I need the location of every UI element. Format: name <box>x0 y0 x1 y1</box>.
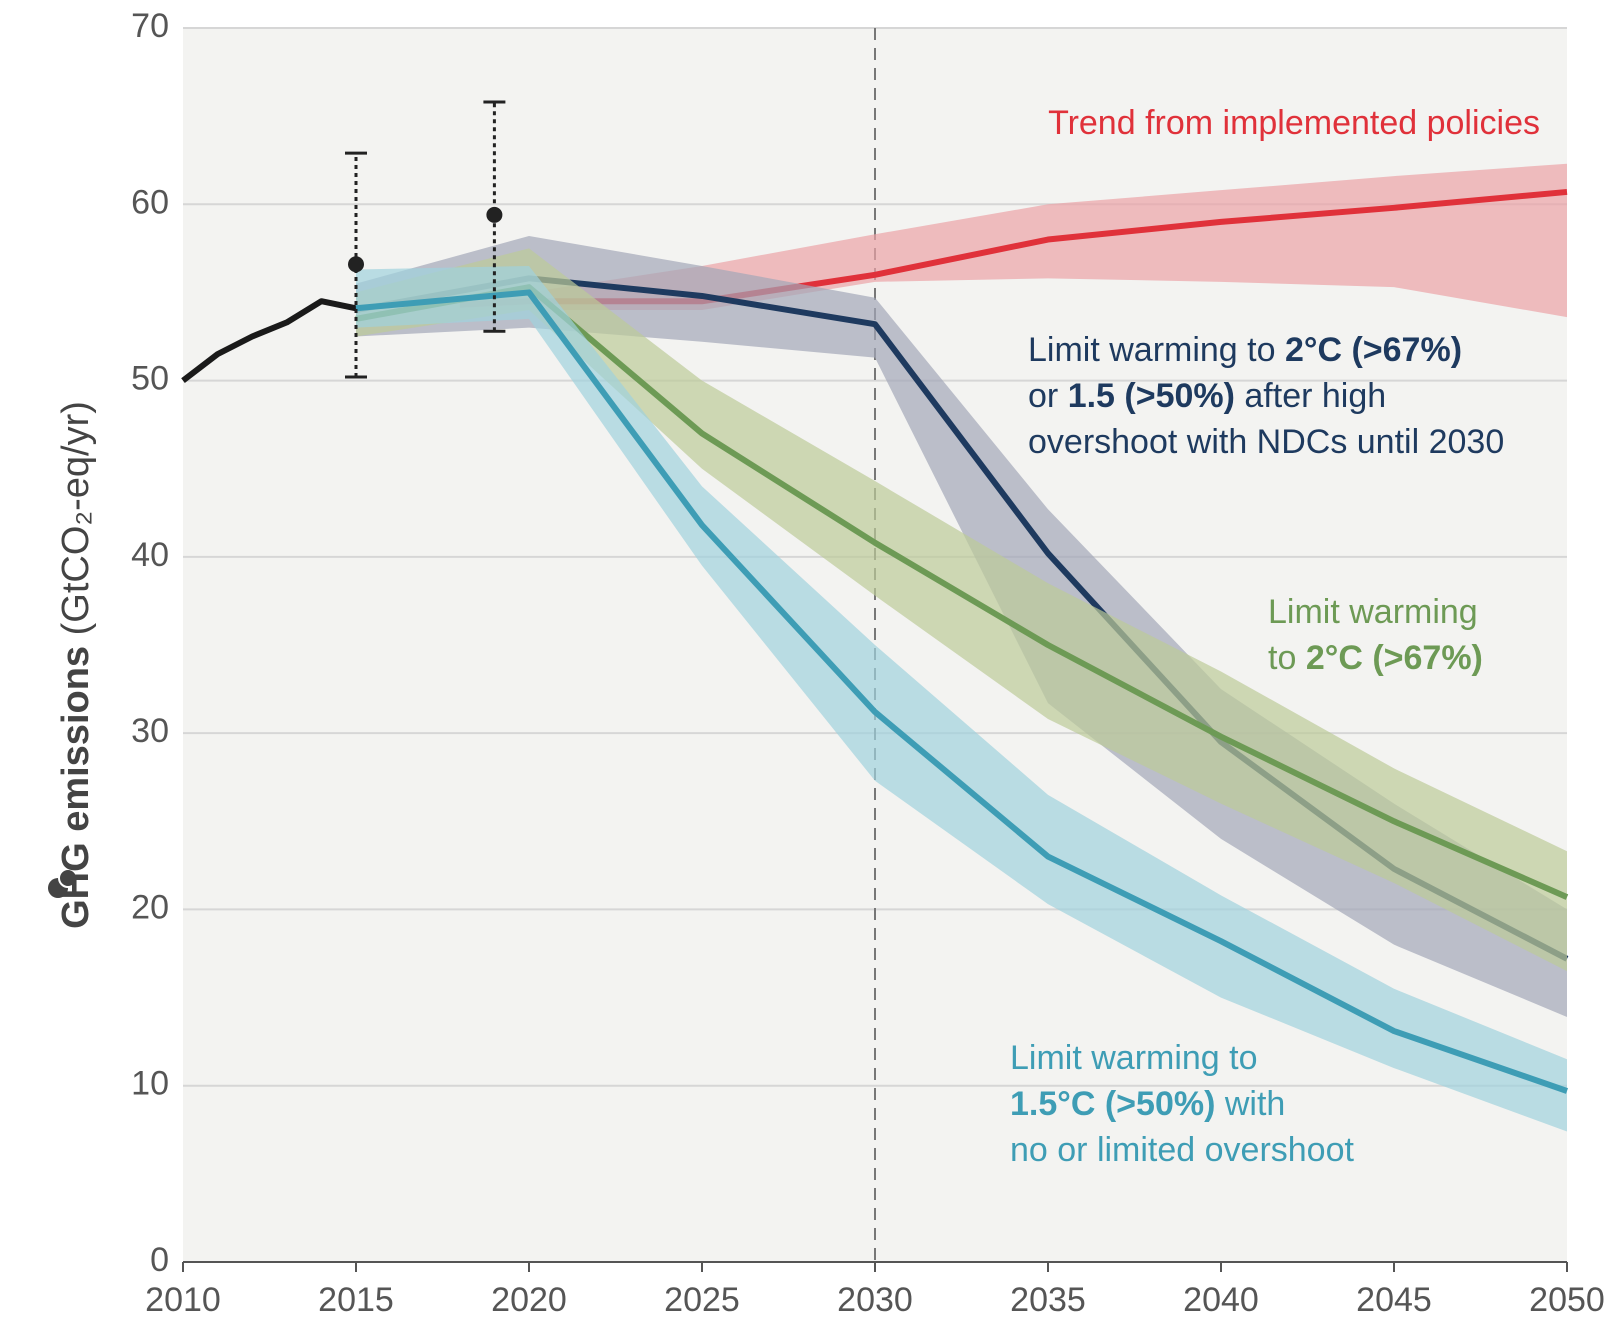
x-tick-label: 2040 <box>1183 1281 1259 1319</box>
series-line <box>181 298 357 383</box>
annotation-part: 2°C (>67%) <box>1285 331 1462 369</box>
y-axis-icon <box>48 868 78 898</box>
y-label-part: GHG emissions <box>55 646 97 929</box>
annotation: or 1.5 (>50%) after high <box>1028 377 1386 415</box>
y-tick-label: 50 <box>131 360 169 398</box>
observation-point <box>486 206 503 223</box>
y-tick-label: 30 <box>131 712 169 750</box>
annotation: overshoot with NDCs until 2030 <box>1028 423 1504 461</box>
y-tick-label: 40 <box>131 536 169 574</box>
observation-point <box>348 256 364 273</box>
x-tick-label: 2030 <box>837 1281 913 1319</box>
annotation-part: 2°C (>67%) <box>1306 639 1483 677</box>
annotation-part: after high <box>1235 377 1386 415</box>
annotation: no or limited overshoot <box>1010 1131 1355 1169</box>
y-axis-label: GHG emissions (GtCO₂-eq/yr) <box>55 401 97 929</box>
y-tick-label: 10 <box>131 1065 169 1103</box>
x-tick-label: 2035 <box>1010 1281 1086 1319</box>
y-tick-label: 20 <box>131 888 169 926</box>
y-tick-label: 60 <box>131 183 169 221</box>
annotation-part: to <box>1268 639 1306 677</box>
annotation: Limit warming <box>1268 593 1478 631</box>
y-tick-label: 0 <box>150 1241 169 1279</box>
x-tick-label: 2010 <box>145 1281 221 1319</box>
annotation-part: or <box>1028 377 1068 415</box>
annotation: to 2°C (>67%) <box>1268 639 1483 677</box>
x-tick-label: 2050 <box>1529 1281 1605 1319</box>
y-label-part: (GtCO₂-eq/yr) <box>55 401 97 646</box>
annotation-part: 1.5 (>50%) <box>1068 377 1235 415</box>
annotation-part: Trend from implemented policies <box>1048 104 1540 142</box>
annotation-part: Limit warming <box>1268 593 1478 631</box>
annotation: Limit warming to 2°C (>67%) <box>1028 331 1462 369</box>
x-tick-label: 2025 <box>664 1281 740 1319</box>
uncertainty-band <box>356 248 1567 972</box>
series-line <box>355 289 1568 1094</box>
x-tick-label: 2045 <box>1356 1281 1432 1319</box>
x-tick-label: 2020 <box>491 1281 567 1319</box>
x-tick-label: 2015 <box>318 1281 394 1319</box>
annotation-part: no or limited overshoot <box>1010 1131 1355 1169</box>
annotation-part: 1.5°C (>50%) <box>1010 1085 1215 1123</box>
annotation-part: Limit warming to <box>1028 331 1285 369</box>
y-tick-label: 70 <box>131 7 169 45</box>
annotation: Trend from implemented policies <box>1048 104 1540 142</box>
annotation-part: Limit warming to <box>1010 1039 1258 1077</box>
annotation-part: with <box>1215 1085 1285 1123</box>
annotation: 1.5°C (>50%) with <box>1010 1085 1285 1123</box>
uncertainty-band <box>356 265 1567 1132</box>
annotation-part: overshoot with NDCs until 2030 <box>1028 423 1504 461</box>
annotation: Limit warming to <box>1010 1039 1258 1077</box>
